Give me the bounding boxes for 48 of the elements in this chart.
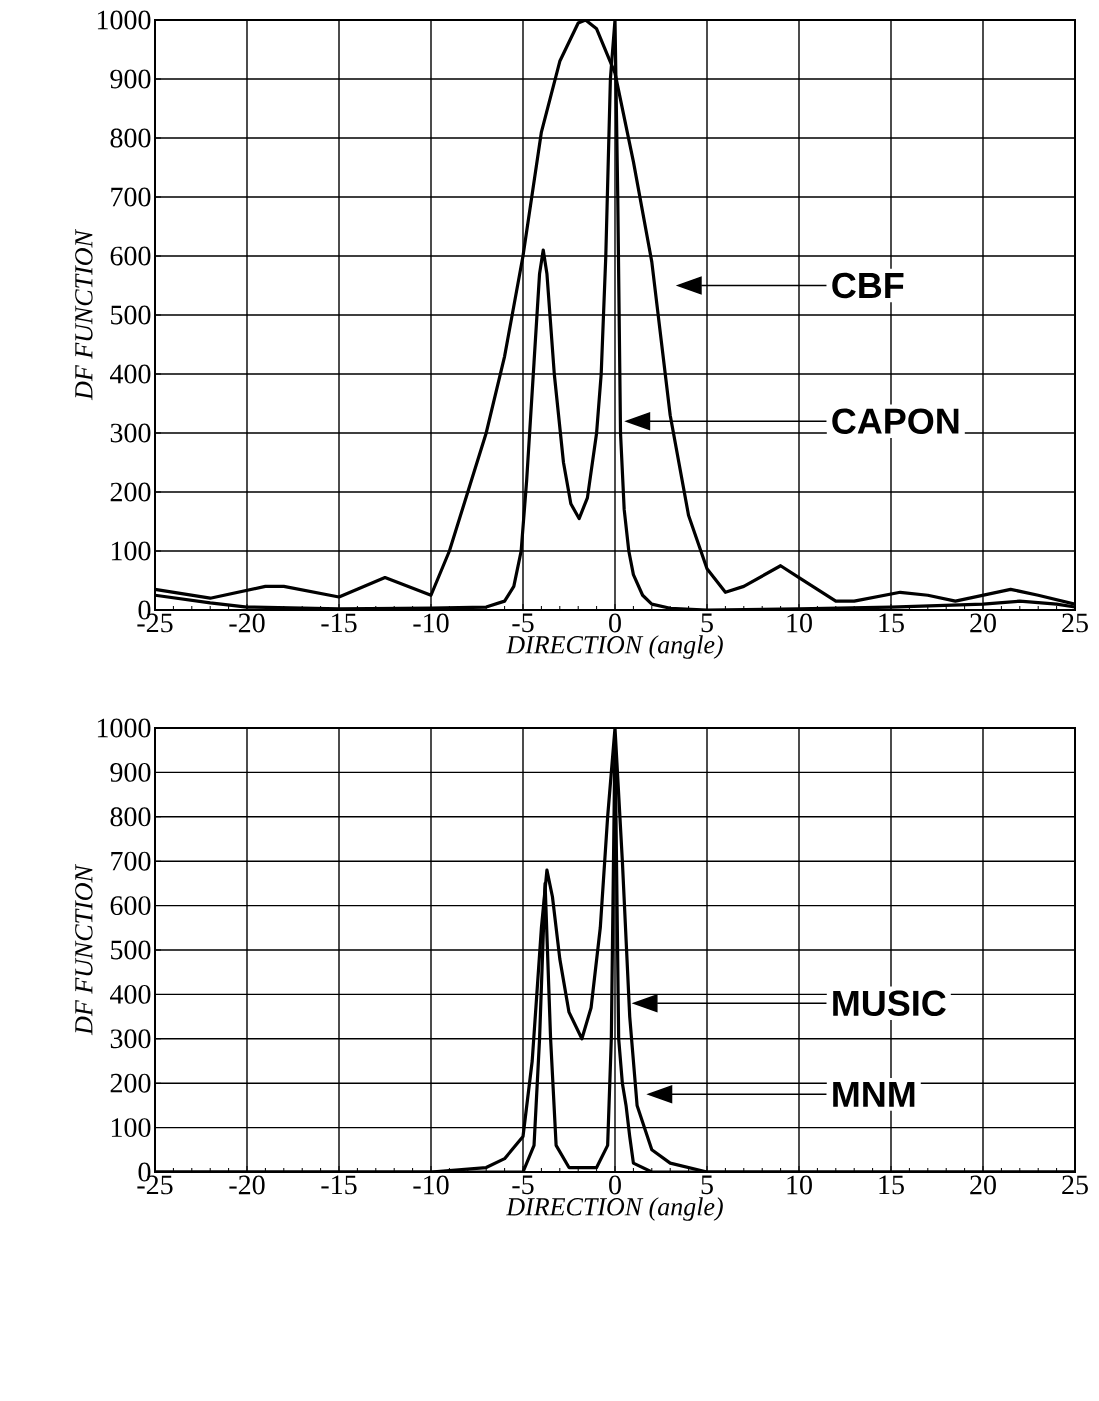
y-tick-label: 900 [110,762,151,782]
x-tick-label: 20 [970,1175,996,1195]
y-tick-label: 500 [111,940,151,960]
y-tick-label: 300 [110,1029,151,1049]
legend-label: CAPON [832,408,959,434]
legend-label: MNM [833,1081,915,1107]
y-tick-label: 300 [110,423,151,443]
x-tick-label: -15 [321,613,357,633]
y-tick-label: 600 [110,246,151,266]
legend-label: MUSIC [833,990,946,1017]
x-tick-label: 15 [879,1175,904,1195]
x-tick-label: -20 [229,613,265,633]
x-axis-title: DIRECTION (angle) [506,1197,723,1221]
x-tick-label: 10 [787,613,812,633]
x-tick-label: -20 [229,1175,265,1195]
y-tick-label: 1000 [97,718,151,738]
x-tick-label: 20 [970,613,996,633]
y-tick-label: 700 [111,187,151,207]
y-axis-title: DF FUNCTION [75,228,93,401]
y-tick-label: 600 [110,896,151,916]
x-tick-label: 0 [609,613,621,633]
y-tick-label: 800 [110,807,151,827]
x-tick-label: -10 [413,613,449,633]
y-tick-label: 100 [111,1118,151,1138]
x-tick-label: 25 [1062,1175,1088,1195]
x-tick-label: -5 [512,613,534,633]
y-axis-title: DF FUNCTION [75,863,93,1036]
y-tick-label: 800 [110,128,151,148]
y-tick-label: 200 [110,1073,151,1093]
x-axis-title: DIRECTION (angle) [506,635,723,659]
x-tick-label: 10 [787,1175,812,1195]
x-tick-label: 0 [609,1175,621,1195]
legend-label: CBF [832,272,904,299]
y-tick-label: 100 [111,541,151,561]
y-tick-label: 900 [110,69,151,89]
y-tick-label: 1000 [97,10,151,30]
y-tick-label: 200 [110,482,151,502]
x-tick-label: -10 [413,1175,449,1195]
x-tick-label: 25 [1062,613,1088,633]
y-tick-label: 400 [110,364,151,384]
y-tick-label: 400 [110,984,151,1004]
x-tick-label: 5 [701,613,713,633]
y-tick-label: 700 [111,851,151,871]
x-tick-label: -5 [512,1175,534,1195]
x-tick-label: -15 [321,1175,357,1195]
x-tick-label: 5 [701,1175,713,1195]
x-tick-label: 15 [879,613,904,633]
y-tick-label: 500 [111,305,151,325]
